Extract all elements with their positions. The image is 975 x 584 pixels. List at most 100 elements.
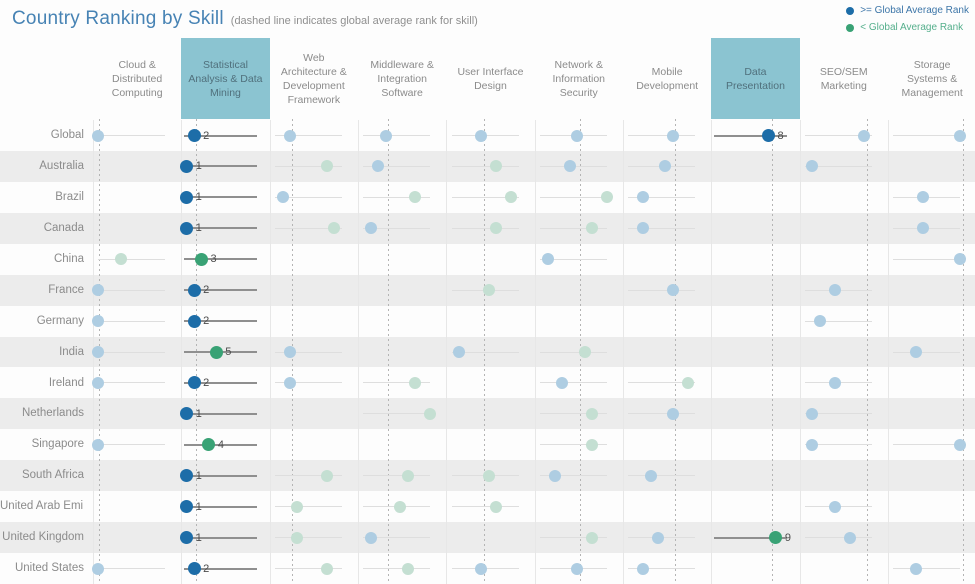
rank-dot[interactable] xyxy=(482,469,495,482)
rank-dot[interactable] xyxy=(92,284,105,297)
rank-dot[interactable] xyxy=(372,160,385,173)
column-header[interactable]: Statistical Analysis & Data Mining xyxy=(188,58,263,100)
rank-dot[interactable] xyxy=(769,531,783,545)
rank-dot[interactable] xyxy=(187,314,201,328)
rank-dot[interactable] xyxy=(475,562,488,575)
rank-dot[interactable] xyxy=(401,469,414,482)
column-header[interactable]: Cloud & Distributed Computing xyxy=(111,58,163,100)
row-label[interactable]: Global xyxy=(50,129,84,141)
rank-dot[interactable] xyxy=(541,253,554,266)
row-label[interactable]: United States xyxy=(14,562,84,575)
rank-dot[interactable] xyxy=(585,438,598,451)
rank-dot[interactable] xyxy=(320,562,333,575)
rank-dot[interactable] xyxy=(571,562,584,575)
rank-dot[interactable] xyxy=(858,129,871,142)
rank-dot[interactable] xyxy=(180,159,194,173)
rank-dot[interactable] xyxy=(409,191,422,204)
rank-dot[interactable] xyxy=(828,284,841,297)
column-header[interactable]: User Interface Design xyxy=(457,65,524,92)
rank-dot[interactable] xyxy=(548,469,561,482)
rank-dot[interactable] xyxy=(644,469,657,482)
rank-dot[interactable] xyxy=(379,129,392,142)
rank-dot[interactable] xyxy=(92,129,105,142)
rank-dot[interactable] xyxy=(659,160,672,173)
rank-dot[interactable] xyxy=(666,407,679,420)
row-label[interactable]: Germany xyxy=(36,314,84,327)
rank-dot[interactable] xyxy=(954,129,966,142)
rank-dot[interactable] xyxy=(187,129,201,142)
row-label[interactable]: France xyxy=(48,283,84,296)
rank-dot[interactable] xyxy=(401,562,414,575)
rank-dot[interactable] xyxy=(637,562,650,575)
row-label[interactable]: Singapore xyxy=(31,438,84,451)
rank-dot[interactable] xyxy=(187,376,201,390)
rank-dot[interactable] xyxy=(666,284,679,297)
rank-dot[interactable] xyxy=(600,191,613,204)
rank-dot[interactable] xyxy=(283,376,296,389)
rank-dot[interactable] xyxy=(202,438,216,452)
rank-dot[interactable] xyxy=(909,346,922,358)
column-header[interactable]: Data Presentation xyxy=(725,65,785,92)
rank-dot[interactable] xyxy=(917,222,929,235)
column-highlight-box[interactable] xyxy=(711,38,800,119)
rank-dot[interactable] xyxy=(180,469,194,483)
rank-dot[interactable] xyxy=(556,376,569,389)
rank-dot[interactable] xyxy=(762,129,775,142)
row-label[interactable]: United Kingdom xyxy=(2,531,84,544)
rank-dot[interactable] xyxy=(320,469,333,482)
rank-dot[interactable] xyxy=(187,283,201,297)
rank-dot[interactable] xyxy=(490,222,503,235)
legend-item[interactable]: < Global Average Rank xyxy=(846,22,963,33)
rank-dot[interactable] xyxy=(813,315,826,328)
rank-dot[interactable] xyxy=(666,129,679,142)
rank-dot[interactable] xyxy=(276,191,289,204)
rank-dot[interactable] xyxy=(283,129,296,142)
rank-dot[interactable] xyxy=(114,253,127,266)
rank-dot[interactable] xyxy=(806,438,819,451)
rank-dot[interactable] xyxy=(806,160,819,173)
rank-dot[interactable] xyxy=(828,376,841,389)
rank-dot[interactable] xyxy=(652,531,664,544)
rank-dot[interactable] xyxy=(954,438,966,451)
rank-dot[interactable] xyxy=(180,531,194,545)
rank-dot[interactable] xyxy=(180,407,194,421)
column-header[interactable]: Storage Systems & Management xyxy=(901,58,963,100)
row-label[interactable]: Ireland xyxy=(48,376,84,389)
rank-dot[interactable] xyxy=(571,129,584,142)
rank-dot[interactable] xyxy=(424,407,436,420)
row-label[interactable]: Australia xyxy=(39,159,84,172)
rank-dot[interactable] xyxy=(475,129,488,142)
rank-dot[interactable] xyxy=(578,346,591,358)
column-header[interactable]: Web Architecture & Development Framework xyxy=(280,51,347,107)
rank-dot[interactable] xyxy=(409,376,422,389)
rank-dot[interactable] xyxy=(585,222,598,235)
rank-dot[interactable] xyxy=(482,284,495,297)
rank-dot[interactable] xyxy=(92,376,105,389)
rank-dot[interactable] xyxy=(490,500,503,513)
legend-item[interactable]: >= Global Average Rank xyxy=(846,5,969,16)
rank-dot[interactable] xyxy=(187,562,201,575)
rank-dot[interactable] xyxy=(364,531,377,544)
rank-dot[interactable] xyxy=(843,531,856,544)
row-label[interactable]: South Africa xyxy=(21,469,84,482)
rank-dot[interactable] xyxy=(180,190,194,204)
rank-dot[interactable] xyxy=(453,346,466,358)
rank-dot[interactable] xyxy=(195,252,208,266)
rank-dot[interactable] xyxy=(209,345,223,359)
rank-dot[interactable] xyxy=(917,191,929,204)
rank-dot[interactable] xyxy=(806,407,819,420)
rank-dot[interactable] xyxy=(909,562,922,575)
rank-dot[interactable] xyxy=(291,500,304,513)
row-label[interactable]: India xyxy=(59,345,84,358)
rank-dot[interactable] xyxy=(291,531,304,544)
rank-dot[interactable] xyxy=(320,160,333,173)
row-label[interactable]: China xyxy=(53,252,84,265)
rank-dot[interactable] xyxy=(585,407,598,420)
rank-dot[interactable] xyxy=(490,160,503,173)
rank-dot[interactable] xyxy=(563,160,576,173)
row-label[interactable]: Netherlands xyxy=(21,407,84,420)
rank-dot[interactable] xyxy=(394,500,407,513)
rank-dot[interactable] xyxy=(637,191,650,204)
column-highlight-box[interactable] xyxy=(181,38,270,119)
column-header[interactable]: Network & Information Security xyxy=(552,58,605,100)
